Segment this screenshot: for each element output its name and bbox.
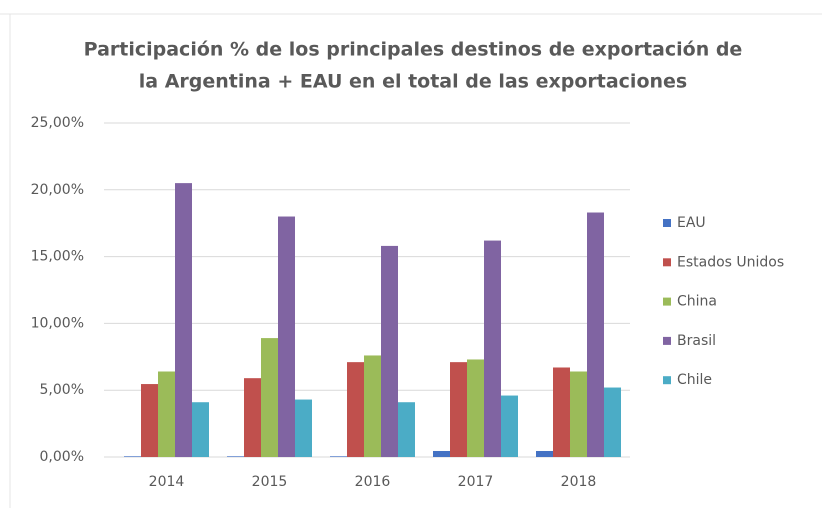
x-tick-label: 2015 xyxy=(252,474,288,490)
bar xyxy=(501,395,518,457)
bar xyxy=(244,378,261,457)
legend-swatch xyxy=(663,297,671,306)
chart-title: Participación % de los principales desti… xyxy=(84,39,743,61)
legend-label: China xyxy=(677,294,717,310)
bar xyxy=(364,355,381,457)
bar xyxy=(398,402,415,457)
bar xyxy=(141,384,158,457)
bar xyxy=(347,362,364,457)
x-tick-label: 2018 xyxy=(561,474,597,490)
y-tick-label: 20,00% xyxy=(31,182,84,198)
legend-label: Chile xyxy=(677,372,712,388)
x-tick-label: 2017 xyxy=(458,474,494,490)
bar xyxy=(450,362,467,457)
bar xyxy=(604,387,621,457)
legend-swatch xyxy=(663,258,671,267)
bar xyxy=(467,359,484,457)
bar xyxy=(553,367,570,457)
bar xyxy=(381,245,398,457)
y-tick-label: 5,00% xyxy=(40,382,84,398)
bar xyxy=(433,450,450,457)
bar xyxy=(192,402,209,457)
legend-label: Estados Unidos xyxy=(677,254,784,270)
x-tick-label: 2016 xyxy=(355,474,391,490)
bar xyxy=(536,450,553,457)
y-tick-label: 25,00% xyxy=(31,115,84,131)
legend-swatch xyxy=(663,376,671,385)
bar xyxy=(124,456,141,457)
bar xyxy=(175,183,192,457)
bar xyxy=(278,216,295,457)
bar xyxy=(295,399,312,457)
bar xyxy=(587,212,604,457)
x-tick-label: 2014 xyxy=(149,474,185,490)
y-tick-label: 0,00% xyxy=(40,449,84,465)
legend-label: EAU xyxy=(677,215,706,231)
bar xyxy=(261,338,278,457)
legend-swatch xyxy=(663,219,671,227)
y-tick-label: 10,00% xyxy=(31,315,84,331)
y-tick-label: 15,00% xyxy=(31,249,84,265)
chart-title: la Argentina + EAU en el total de las ex… xyxy=(139,71,687,93)
legend-label: Brasil xyxy=(677,333,716,349)
bar xyxy=(227,456,244,457)
legend-swatch xyxy=(663,336,671,345)
bar xyxy=(570,371,587,457)
bar xyxy=(158,371,175,457)
bar xyxy=(330,456,347,457)
bar xyxy=(484,240,501,457)
